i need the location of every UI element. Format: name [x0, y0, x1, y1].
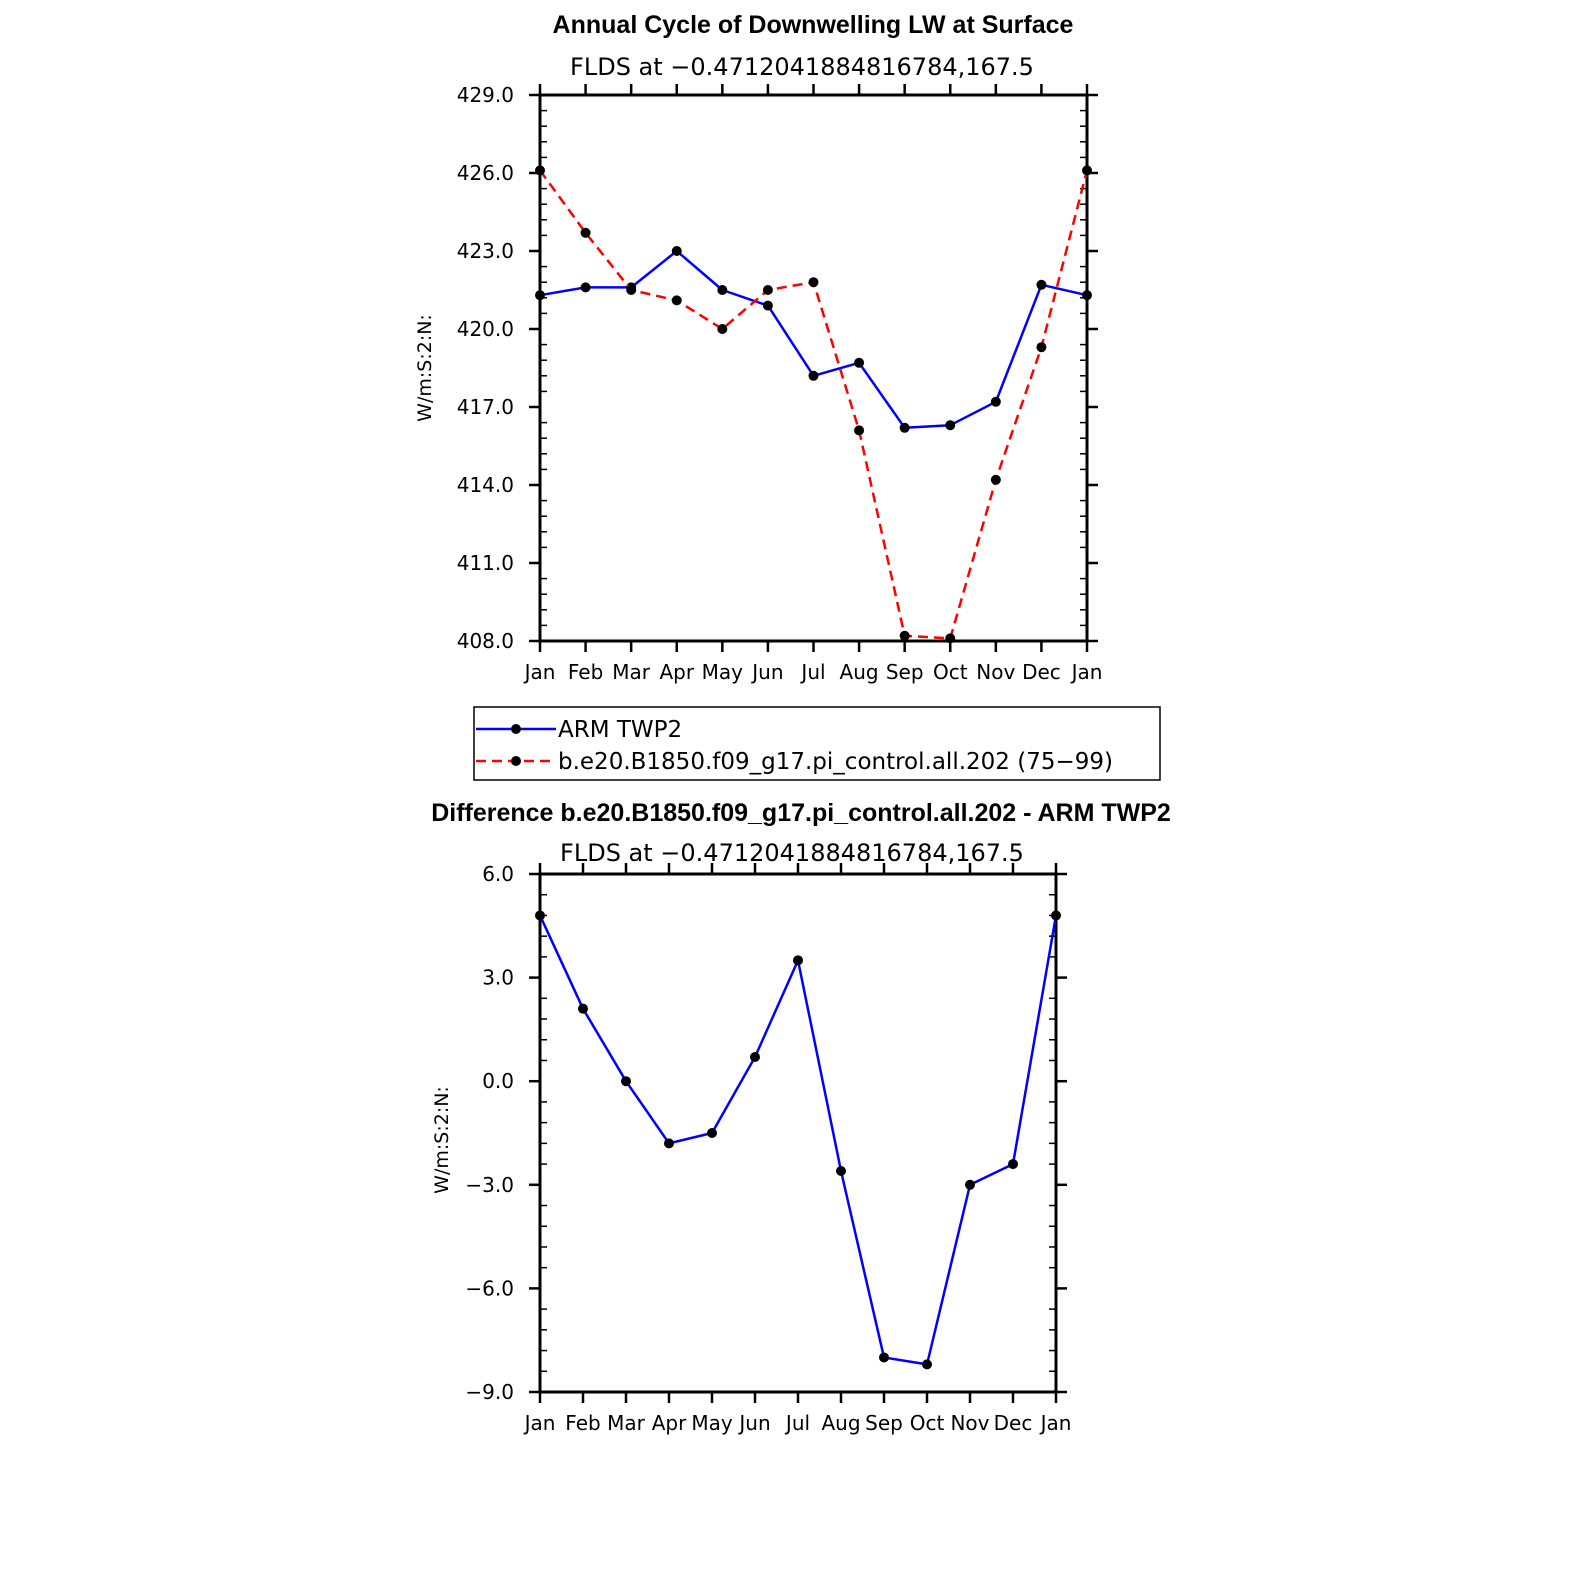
chart-1-series-1-point — [535, 165, 545, 176]
chart-1-xtick-label: Oct — [933, 660, 968, 684]
chart-2-series-0-point — [1051, 910, 1061, 921]
chart-2-xtick-label: Sep — [865, 1411, 903, 1435]
chart-2-frame — [538, 872, 1058, 1394]
chart-2-series-0-point — [578, 1003, 588, 1014]
chart-1-xtick-label: Jan — [1070, 660, 1103, 684]
chart-1-series-1-point — [1082, 165, 1092, 176]
chart-1-xtick-label: Apr — [659, 660, 694, 684]
chart-2-series-0-point — [750, 1052, 760, 1063]
chart-2-xtick-label: Oct — [910, 1411, 945, 1435]
chart-2-ytick-label: 0.0 — [482, 1069, 514, 1093]
chart-2-ytick-label: −3.0 — [465, 1173, 514, 1197]
chart-1-ytick-label: 420.0 — [457, 317, 514, 341]
chart-1-xtick-label: Mar — [612, 660, 651, 684]
chart-1-series-1-point — [899, 630, 910, 641]
chart-1-series-0-point — [854, 357, 865, 368]
chart-1-frame — [538, 93, 1089, 643]
chart-1-xtick-label: Jul — [799, 660, 825, 684]
chart-1-subtitle: FLDS at −0.4712041884816784,167.5 — [570, 53, 1034, 81]
legend: ARM TWP2 b.e20.B1850.f09_g17.pi_control.… — [473, 706, 1161, 781]
chart-2-xtick-label: May — [691, 1411, 733, 1435]
chart-2-series-0-point — [793, 955, 803, 966]
chart-1-plot: Jan Feb Mar Apr May Jun Jul Aug Sep Oct Nov Dec Jan 4… — [457, 83, 1103, 684]
legend-label-arm-twp2: ARM TWP2 — [558, 717, 682, 743]
chart-2-series-0-point — [879, 1352, 889, 1363]
chart-1-xtick-label: Sep — [886, 660, 924, 684]
chart-1-series-1-point — [945, 633, 956, 644]
chart-2-title: Difference b.e20.B1850.f09_g17.pi_contro… — [431, 799, 1171, 827]
chart-1-xtick-label: Feb — [568, 660, 603, 684]
chart-1-series-1-point — [990, 474, 1001, 485]
chart-2-series-0-point — [965, 1179, 975, 1190]
chart-1-series-1-point — [808, 277, 819, 288]
chart-2-xtick-label: Feb — [565, 1411, 600, 1435]
chart-2-series-0-line — [538, 914, 1058, 1366]
chart-2-series-0-point — [707, 1128, 717, 1138]
chart-2-ytick-label: 3.0 — [482, 966, 514, 990]
chart-1-series-0-point — [899, 422, 910, 433]
chart-1-series-1-point — [671, 295, 682, 306]
chart-1-title: Annual Cycle of Downwelling LW at Surfac… — [553, 11, 1074, 39]
chart-1-ytick-label: 408.0 — [457, 629, 514, 653]
chart-2-xtick-label: Dec — [994, 1411, 1033, 1435]
chart-2-xtick-label: Mar — [607, 1411, 646, 1435]
chart-1-xtick-label: Nov — [976, 660, 1015, 684]
chart-1-series-1-point — [626, 285, 637, 295]
chart-2-xtick-label: Jul — [784, 1411, 810, 1435]
chart-2-plot: Jan Feb Mar Apr May Jun Jul Aug Sep Oct Nov Dec Jan−… — [465, 862, 1071, 1435]
chart-1-ytick-label: 429.0 — [457, 83, 514, 107]
chart-1-xtick-label: Dec — [1022, 660, 1061, 684]
chart-1-series-0-point — [762, 300, 773, 311]
chart-2-ytick-label: −9.0 — [465, 1380, 514, 1404]
chart-1-ytick-label: 426.0 — [457, 161, 514, 185]
chart-2-xtick-label: Jan — [523, 1411, 556, 1435]
chart-2-series-0-point — [1008, 1159, 1018, 1170]
legend-label-model: b.e20.B1850.f09_g17.pi_control.all.202 (… — [558, 749, 1113, 775]
chart-1-series-1-point — [717, 324, 728, 334]
legend-marker-model — [511, 756, 521, 766]
chart-2-ytick-label: 6.0 — [482, 862, 514, 886]
chart-1-series-0-point — [535, 290, 545, 301]
chart-1-ytick-label: 414.0 — [457, 473, 514, 497]
chart-1-series-0-point — [717, 285, 728, 295]
chart-1-series-0-point — [808, 370, 819, 381]
chart-1-xtick-label: May — [702, 660, 744, 684]
chart-1-series-1-line — [538, 169, 1089, 640]
chart-2-ylabel: W/m:S:2:N: — [431, 1086, 453, 1194]
legend-marker-arm-twp2 — [511, 724, 521, 734]
chart-2-series-0-point — [535, 910, 545, 921]
chart-1-series-0-point — [1082, 290, 1092, 301]
chart-1-ytick-label: 423.0 — [457, 239, 514, 263]
chart-2-ytick-label: −6.0 — [465, 1276, 514, 1300]
chart-1-ytick-label: 411.0 — [457, 551, 514, 575]
chart-2-series-0-point — [621, 1076, 631, 1087]
chart-1-series-1-point — [1036, 342, 1047, 353]
chart-2-series-0-point — [664, 1138, 674, 1149]
chart-1-xtick-label: Jan — [523, 660, 556, 684]
chart-2-xtick-label: Apr — [652, 1411, 687, 1435]
chart-2-xtick-label: Jan — [1039, 1411, 1072, 1435]
chart-2-series-0-point — [836, 1165, 846, 1176]
chart-1-xtick-label: Aug — [840, 660, 879, 684]
chart-1-series-1-point — [580, 227, 591, 238]
chart-1-series-0-point — [945, 420, 956, 431]
chart-2-series-0-point — [922, 1359, 932, 1370]
chart-1-series-1-point — [762, 285, 773, 295]
chart-2-xtick-label: Aug — [821, 1411, 860, 1435]
chart-2-xtick-label: Nov — [950, 1411, 989, 1435]
chart-1-series-1-point — [854, 425, 865, 436]
chart-1-ylabel: W/m:S:2:N: — [414, 314, 436, 422]
chart-1-xtick-label: Jun — [750, 660, 783, 684]
chart-1-series-0-point — [580, 282, 591, 293]
chart-1-series-0-point — [671, 246, 682, 256]
chart-2-subtitle: FLDS at −0.4712041884816784,167.5 — [560, 839, 1024, 867]
chart-2-xtick-label: Jun — [737, 1411, 770, 1435]
chart-1-series-0-point — [990, 396, 1001, 407]
legend-box — [473, 706, 1161, 781]
chart-1-series-0-point — [1036, 279, 1047, 290]
chart-1-ytick-label: 417.0 — [457, 395, 514, 419]
